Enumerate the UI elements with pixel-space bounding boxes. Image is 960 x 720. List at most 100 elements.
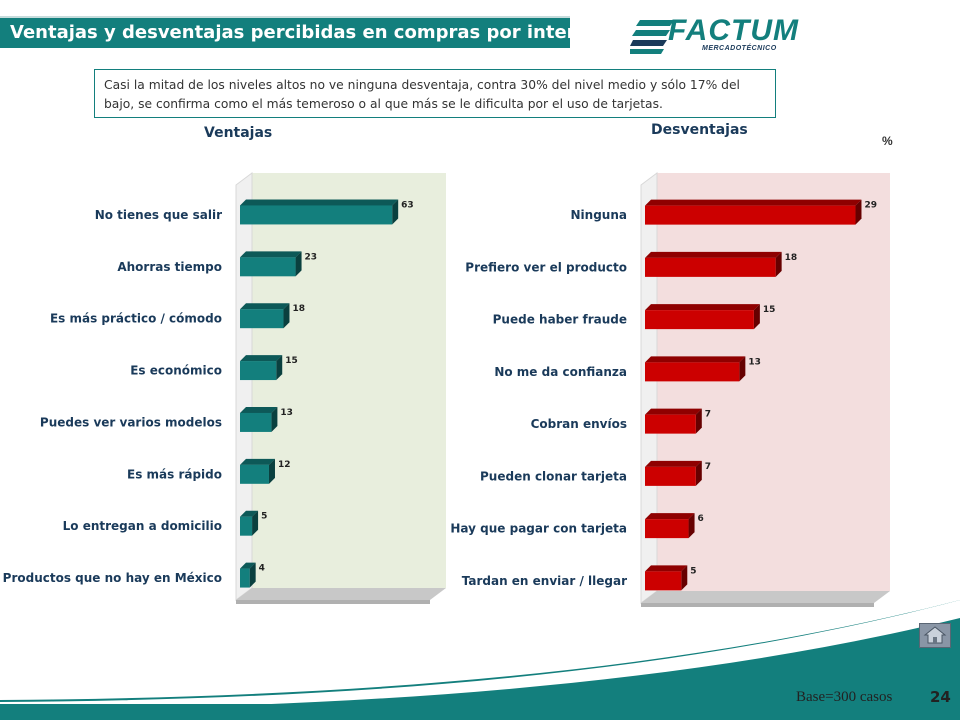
bar-end-face (276, 355, 283, 381)
category-label: Ninguna (571, 208, 627, 222)
bar (645, 205, 856, 225)
page-number: 24 (930, 688, 951, 706)
bar-top-face (645, 460, 702, 467)
value-label: 12 (278, 460, 291, 470)
value-label: 6 (698, 514, 704, 524)
bar (645, 310, 754, 330)
bar-end-face (695, 460, 702, 486)
bar-top-face (240, 406, 278, 413)
bar-end-face (271, 406, 278, 432)
value-label: 18 (785, 253, 798, 263)
base-cases: Base=300 casos (796, 689, 893, 705)
bar-top-face (240, 355, 283, 362)
bar (240, 257, 296, 277)
plot-floor (236, 588, 446, 600)
bar (240, 361, 277, 381)
logo-stripes-icon (630, 20, 674, 54)
bar-top-face (240, 251, 302, 258)
bar (645, 571, 682, 591)
value-label: 23 (305, 252, 318, 262)
bar-end-face (268, 458, 275, 484)
value-label: 15 (763, 305, 776, 315)
plot-background (645, 173, 890, 603)
home-button[interactable] (919, 623, 951, 648)
bar (645, 257, 776, 277)
category-label: Pueden clonar tarjeta (480, 469, 627, 483)
bar-top-face (645, 356, 746, 363)
value-label: 63 (401, 200, 414, 210)
category-label: Ahorras tiempo (117, 260, 222, 274)
bar-end-face (392, 199, 399, 225)
category-label: Puede haber fraude (493, 313, 627, 327)
plot-floor (641, 591, 890, 603)
value-label: 13 (280, 408, 293, 418)
bar-top-face (240, 199, 399, 206)
category-label: Es económico (130, 364, 222, 378)
plot-side-wall (640, 172, 658, 604)
bar (240, 516, 253, 536)
value-label: 7 (705, 462, 711, 472)
category-label: Tardan en enviar / llegar (462, 574, 627, 588)
bar (645, 362, 740, 382)
value-label: 18 (292, 304, 305, 314)
footer-wave (0, 600, 960, 720)
desventajas-chart: 29 Ninguna 18 Prefiero ver el producto 15 Pue… (450, 172, 890, 607)
category-label: No tienes que salir (95, 208, 222, 222)
plot-floor-edge (641, 603, 874, 607)
category-label: Hay que pagar con tarjeta (450, 522, 627, 536)
footer-bar (0, 704, 960, 720)
bar-end-face (283, 303, 290, 329)
bar-top-face (645, 565, 688, 572)
bar-end-face (252, 510, 259, 536)
bar-end-face (695, 408, 702, 434)
value-label: 29 (864, 201, 877, 211)
summary-note: Casi la mitad de los niveles altos no ve… (94, 69, 776, 118)
plot-side-wall (235, 172, 253, 601)
value-label: 15 (285, 356, 298, 366)
bar-top-face (240, 458, 275, 465)
value-label: 5 (261, 512, 267, 522)
category-label: No me da confianza (494, 365, 627, 379)
factum-logo: FACTUM MERCADOTÉCNICO (628, 14, 803, 58)
bar (645, 466, 696, 486)
bar-end-face (249, 562, 256, 588)
category-label: Prefiero ver el producto (465, 260, 627, 274)
bar-top-face (645, 513, 695, 520)
category-label: Es más práctico / cómodo (50, 312, 222, 326)
value-label: 4 (259, 564, 265, 574)
home-icon (923, 626, 947, 644)
bar-top-face (645, 251, 782, 258)
value-label: 7 (705, 410, 711, 420)
plot-floor-edge (236, 600, 430, 604)
bar-end-face (688, 513, 695, 539)
bar (240, 205, 393, 225)
category-label: Productos que no hay en México (3, 571, 222, 585)
value-label: 13 (748, 357, 761, 367)
bar (240, 568, 250, 588)
bar (645, 414, 696, 434)
bar-top-face (240, 562, 256, 569)
bar-end-face (739, 356, 746, 382)
bar (645, 519, 689, 539)
plot-background (240, 173, 446, 600)
bar (240, 464, 269, 484)
logo-word: FACTUM (668, 14, 799, 47)
unit-label: % (882, 134, 893, 148)
ventajas-chart: 63 No tienes que salir 23 Ahorras tiempo 18 E… (3, 172, 446, 604)
bar-top-face (645, 199, 862, 206)
title-bar: Ventajas y desventajas percibidas en com… (0, 16, 609, 48)
logo-subtext: MERCADOTÉCNICO (702, 45, 777, 52)
bar-top-face (240, 303, 290, 310)
ventajas-title: Ventajas (204, 125, 273, 141)
category-label: Cobran envíos (531, 417, 627, 431)
value-label: 5 (690, 566, 696, 576)
bar-end-face (295, 251, 302, 277)
category-label: Puedes ver varios modelos (40, 415, 222, 429)
category-label: Es más rápido (127, 467, 222, 481)
page-title: Ventajas y desventajas percibidas en com… (10, 22, 610, 43)
bar-end-face (855, 199, 862, 225)
bar (240, 309, 284, 329)
bar-end-face (753, 304, 760, 330)
bar-end-face (681, 565, 688, 591)
